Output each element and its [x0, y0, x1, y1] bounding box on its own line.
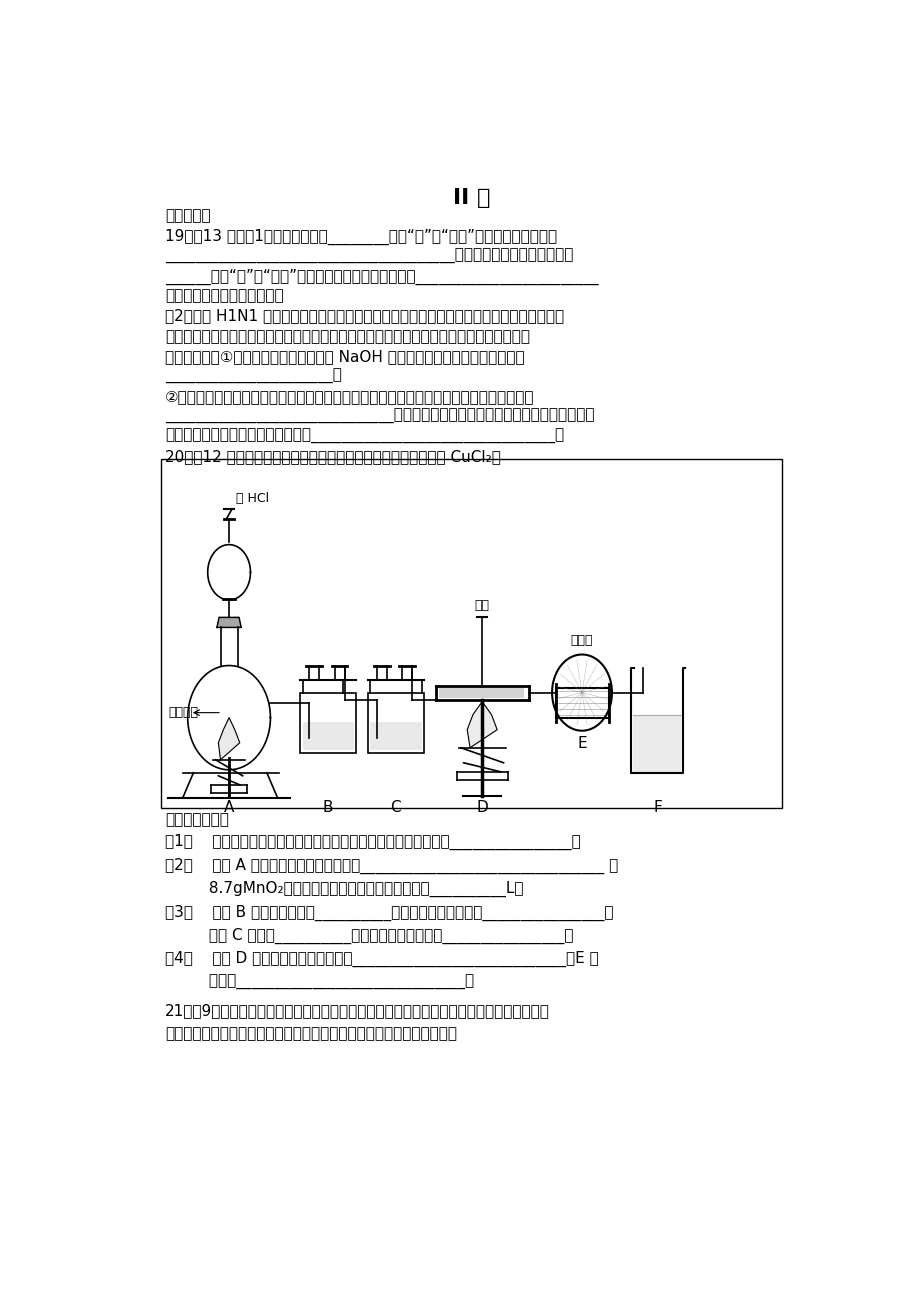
Text: 碱石灰: 碱石灰 — [570, 634, 593, 647]
Text: （用化学反应方程试解释）。: （用化学反应方程试解释）。 — [165, 289, 283, 303]
Text: 二、填空题: 二、填空题 — [165, 208, 210, 224]
Text: 19．（13 分）（1）金属钓着火，________（填“能”或“不能”）用水灭火，原因是: 19．（13 分）（1）金属钓着火，________（填“能”或“不能”）用水灭… — [165, 228, 556, 245]
Text: ______________________________________（用化学反应方程试解释）；: ______________________________________（用… — [165, 249, 573, 263]
Text: 8.7gMnO₂与足量浓盐酸反应生成标况下的氯气__________L。: 8.7gMnO₂与足量浓盐酸反应生成标况下的氯气__________L。 — [165, 881, 523, 897]
Text: ______________________________；该物质有漂白性是因为它有强氧化性，但是它很: ______________________________；该物质有漂白性是因… — [165, 409, 594, 424]
Polygon shape — [217, 617, 241, 628]
Bar — [161, 460, 781, 807]
Bar — [302, 721, 354, 750]
Bar — [300, 693, 356, 753]
Text: 铜粉: 铜粉 — [474, 599, 489, 612]
Bar — [439, 687, 523, 698]
Text: E: E — [576, 736, 586, 751]
Text: 20．（12 分）实验室用下图所示的实验装置制取纯净干燥的无水 CuCl₂。: 20．（12 分）实验室用下图所示的实验装置制取纯净干燥的无水 CuCl₂。 — [165, 449, 500, 464]
Text: 21．（9分）甲、乙、丙三位同学分别用如下三套实验装置及化学药品（其中碱石灰为固体氯: 21．（9分）甲、乙、丙三位同学分别用如下三套实验装置及化学药品（其中碱石灰为固… — [165, 1004, 550, 1018]
Text: 我国采取积极应对措施，使病毒得到了有效控制，从很大程度上减少了损失，在这里，消毒: 我国采取积极应对措施，使病毒得到了有效控制，从很大程度上减少了损失，在这里，消毒 — [165, 328, 529, 344]
Text: 装置 C 中盛有__________（写名称），其作用是________________。: 装置 C 中盛有__________（写名称），其作用是____________… — [165, 928, 573, 944]
Text: （2）    装置 A 中发生的化学反应方程式是________________________________ 。: （2） 装置 A 中发生的化学反应方程式是___________________… — [165, 858, 618, 874]
Text: D: D — [476, 799, 488, 815]
Text: 二氧化锰: 二氧化锰 — [168, 706, 199, 719]
Text: 液功不可没。①生产消毒液是将氯气通入 NaOH 溶液中，发生的离子反应方程式为: 液功不可没。①生产消毒液是将氯气通入 NaOH 溶液中，发生的离子反应方程式为 — [165, 349, 524, 363]
Text: ②消毒液稀释后噴洒在空气中，可以生成有漂白性的物质，请写出此过程的离子反应方程式: ②消毒液稀释后噴洒在空气中，可以生成有漂白性的物质，请写出此过程的离子反应方程式 — [165, 389, 534, 404]
Text: II 卷: II 卷 — [452, 189, 490, 208]
Polygon shape — [218, 717, 240, 760]
Text: （4）    写出 D 中发生的化学反应方程式____________________________，E 的: （4） 写出 D 中发生的化学反应方程式____________________… — [165, 952, 598, 967]
Text: F: F — [653, 799, 662, 815]
Bar — [632, 715, 680, 773]
Bar — [368, 693, 424, 753]
Text: A: A — [223, 799, 234, 815]
Polygon shape — [467, 702, 496, 747]
Text: C: C — [390, 799, 400, 815]
Text: （1）    仪器按上图连接好后，在添加药品前必须进行的实验操作是________________。: （1） 仪器按上图连接好后，在添加药品前必须进行的实验操作是__________… — [165, 835, 580, 850]
Text: 作用是______________________________。: 作用是______________________________。 — [165, 975, 473, 991]
Text: 回答下列问题：: 回答下列问题： — [165, 812, 229, 827]
Text: ______（填“能”或“不能”）用泡沫灭火器灭火，原因是________________________: ______（填“能”或“不能”）用泡沫灭火器灭火，原因是___________… — [165, 268, 598, 285]
Text: 浓 HCl: 浓 HCl — [236, 492, 269, 505]
Text: 不稳定，请写出它分解的化学方程式________________________________。: 不稳定，请写出它分解的化学方程式________________________… — [165, 428, 563, 444]
Text: 氧化钙和生石灰的混合物）制取氨气。请你参与探究，并回答下列问题：: 氧化钙和生石灰的混合物）制取氨气。请你参与探究，并回答下列问题： — [165, 1026, 457, 1042]
Text: B: B — [322, 799, 333, 815]
Bar — [555, 687, 608, 717]
Text: （2）甲型 H1N1 流感病毒在全球广泛传播，给人类健康、社会经济带来了巨大的负面影响。: （2）甲型 H1N1 流感病毒在全球广泛传播，给人类健康、社会经济带来了巨大的负… — [165, 309, 563, 324]
Bar — [369, 721, 421, 750]
Text: ______________________。: ______________________。 — [165, 368, 342, 384]
Text: （3）    装置 B 的广口瓶中盛有__________（写名称），其作用是________________；: （3） 装置 B 的广口瓶中盛有__________（写名称），其作用是____… — [165, 905, 613, 922]
